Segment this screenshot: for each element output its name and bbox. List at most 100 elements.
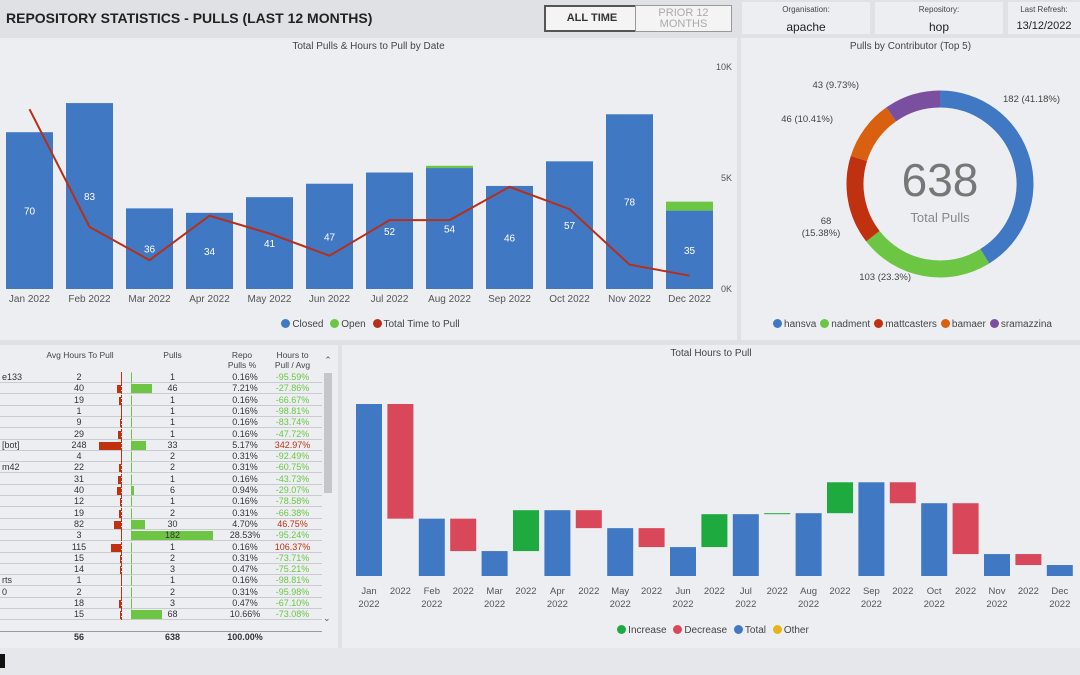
table-row[interactable]: m42 22 2 0.31% -60.75% — [0, 462, 322, 474]
scrollbar-thumb[interactable] — [324, 373, 332, 493]
table-row[interactable]: [bot] 248 33 5.17% 342.97% — [0, 439, 322, 451]
avg-hours: 15 — [73, 609, 84, 620]
pulls-bar — [131, 486, 134, 495]
table-row[interactable]: 29 1 0.16% -47.72% — [0, 428, 322, 440]
x-tick-label: Feb 2022 — [68, 294, 111, 305]
pulls-bar — [131, 587, 132, 597]
pulls-bar — [131, 384, 152, 394]
pulls-bar — [131, 519, 145, 529]
table-row[interactable]: 3 182 28.53% -95.24% — [0, 530, 322, 542]
legend-sramazzina: sramazzina — [1000, 319, 1052, 330]
waterfall-total-bar — [732, 514, 759, 576]
donut-slice-bamaer — [850, 107, 897, 162]
x-tick-part: 2022 — [704, 586, 725, 597]
pulls: 1 — [169, 473, 175, 484]
x-tick-label: Aug 2022 — [798, 586, 819, 610]
avg-hours: 2 — [76, 372, 82, 382]
x-tick-part: 2022 — [892, 586, 913, 597]
repo-pulls-percent: 0.31% — [232, 451, 258, 462]
x-tick-label: Oct 2022 — [549, 294, 590, 305]
avg-hours-bar — [99, 441, 121, 450]
repo-pulls-percent: 0.31% — [232, 586, 258, 597]
scrollbar[interactable]: ⌃ ⌄ — [323, 355, 333, 625]
pulls-bar — [131, 599, 133, 608]
avg-hours-bar — [110, 543, 121, 552]
hours-to-pull-avg: -27.86% — [275, 383, 310, 394]
x-tick-part: 2022 — [453, 586, 474, 597]
x-tick-label: 2022 — [515, 586, 536, 597]
repo-pulls-percent: 0.31% — [232, 552, 258, 563]
table-row[interactable]: e133 2 1 0.16% -95.59% — [0, 372, 322, 383]
slice-label: 182 (41.18%) — [1003, 94, 1060, 105]
legend-dot — [874, 319, 884, 328]
bar-label: 46 — [504, 233, 516, 244]
avg-hours: 14 — [73, 564, 84, 575]
avg-reference-line — [121, 383, 122, 395]
avg-reference-line — [121, 564, 122, 576]
card-label: Last Refresh: — [1020, 5, 1068, 14]
table-row[interactable]: 19 2 0.31% -66.38% — [0, 507, 322, 519]
total-percent: 100.00% — [227, 632, 263, 642]
page-nav-button[interactable] — [0, 654, 5, 668]
x-tick-label: Jan 2022 — [358, 586, 379, 610]
table-row[interactable]: 40 6 0.94% -29.07% — [0, 485, 322, 496]
x-tick-part: 2022 — [358, 599, 379, 610]
repo-pulls-percent: 28.53% — [229, 530, 261, 541]
pulls: 68 — [167, 609, 178, 620]
repo-pulls-percent: 0.16% — [232, 473, 258, 484]
avg-reference-line — [121, 428, 122, 440]
scroll-up-icon[interactable]: ⌃ — [324, 355, 332, 365]
x-tick-label: Aug 2022 — [428, 294, 471, 305]
table-row[interactable]: 40 46 7.21% -27.86% — [0, 383, 322, 395]
repo-pulls-percent: 0.16% — [232, 428, 258, 439]
repository-card: Repository: hop — [875, 2, 1003, 34]
col-avg-hours[interactable]: Avg Hours To Pull — [46, 350, 114, 360]
avg-reference-line — [121, 439, 122, 451]
table-row[interactable]: 0 2 2 0.31% -95.98% — [0, 586, 322, 598]
repo-pulls-percent: 0.16% — [232, 405, 258, 416]
all-time-button[interactable]: ALL TIME — [544, 5, 640, 32]
table-row[interactable]: 18 3 0.47% -67.10% — [0, 598, 322, 609]
pulls: 2 — [169, 552, 175, 563]
pulls-bar — [131, 463, 132, 473]
avg-hours: 4 — [76, 451, 82, 462]
prior-12-months-button[interactable]: PRIOR 12 MONTHS — [635, 5, 732, 32]
avg-reference-line — [121, 541, 122, 553]
table-row[interactable]: 82 30 4.70% 46.75% — [0, 518, 322, 530]
x-tick-part: 2022 — [986, 599, 1007, 610]
x-tick-part: 2022 — [672, 599, 693, 610]
pulls: 33 — [167, 439, 178, 450]
x-tick-label: Oct 2022 — [924, 586, 945, 610]
avg-hours: 19 — [73, 394, 84, 405]
scroll-down-icon[interactable]: ⌄ — [323, 613, 331, 623]
table-row[interactable]: 31 1 0.16% -43.73% — [0, 473, 322, 485]
chart-legend: Increase Decrease Total Other — [342, 625, 1080, 636]
x-tick-part: Sep — [863, 586, 880, 597]
table-row[interactable]: 115 1 0.16% 106.37% — [0, 541, 322, 553]
legend-other: Other — [783, 625, 809, 636]
table-row[interactable]: 15 68 10.66% -73.08% — [0, 609, 322, 621]
table-row[interactable]: 19 1 0.16% -66.67% — [0, 394, 322, 406]
repo-pulls-percent: 0.16% — [232, 372, 258, 382]
x-tick-label: Jul 2022 — [371, 294, 409, 305]
table-row[interactable]: rts 1 1 0.16% -98.81% — [0, 575, 322, 587]
legend-open: Open — [341, 319, 366, 330]
table-row[interactable]: 9 1 0.16% -83.74% — [0, 417, 322, 429]
table-row[interactable]: 15 2 0.31% -73.71% — [0, 552, 322, 564]
table-row[interactable]: 14 3 0.47% -75.21% — [0, 564, 322, 576]
table-row[interactable]: 12 1 0.16% -78.58% — [0, 496, 322, 508]
table-row[interactable]: 1 1 0.16% -98.81% — [0, 405, 322, 417]
table-row[interactable]: 4 2 0.31% -92.49% — [0, 451, 322, 463]
col-pulls[interactable]: Pulls — [163, 350, 182, 360]
pulls: 2 — [169, 462, 175, 473]
x-tick-part: 2022 — [1049, 599, 1070, 610]
bar-label: 54 — [444, 225, 456, 236]
hours-to-pull-avg: -75.21% — [275, 564, 310, 575]
avg-hours-bar — [118, 475, 121, 484]
col-hours-avg[interactable]: Hours to Pull / Avg — [274, 350, 311, 370]
hours-to-pull-avg: -98.81% — [275, 405, 310, 416]
col-repo-pulls[interactable]: Repo Pulls % — [227, 350, 257, 370]
contributor-name: 0 — [2, 586, 8, 597]
avg-hours: 1 — [76, 405, 82, 416]
pulls: 1 — [169, 496, 175, 507]
